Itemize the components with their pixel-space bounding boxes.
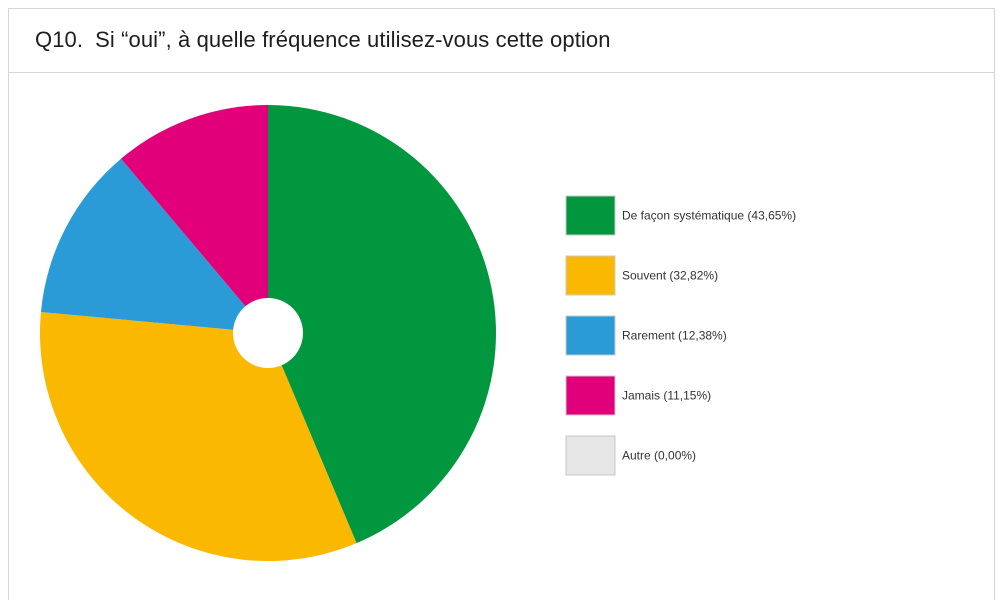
legend-label-5: Autre (0,00%) bbox=[622, 449, 696, 463]
question-header: Q10. Si “oui”, à quelle fréquence utilise… bbox=[9, 9, 994, 73]
pie-slice-3 bbox=[40, 158, 268, 333]
legend-swatch-1 bbox=[565, 195, 616, 236]
pie-slices bbox=[39, 105, 496, 561]
question-number: Q10. bbox=[35, 27, 84, 52]
pie-center-hole bbox=[233, 298, 303, 368]
question-title: Q10. Si “oui”, à quelle fréquence utilise… bbox=[35, 27, 611, 53]
legend-label-3: Rarement (12,38%) bbox=[622, 329, 727, 343]
legend-label-4: Jamais (11,15%) bbox=[622, 389, 711, 403]
legend-swatch-2 bbox=[565, 255, 616, 296]
pie-slice-1 bbox=[268, 105, 496, 544]
pie-slice-4 bbox=[121, 105, 269, 333]
question-text: Si “oui”, à quelle fréquence utilisez-vo… bbox=[95, 27, 611, 52]
legend-swatch-5 bbox=[565, 435, 616, 476]
legend-label-1: De façon systématique (43,65%) bbox=[622, 209, 796, 223]
chart-legend: De façon systématique (43,65%) Souvent (3… bbox=[565, 195, 796, 476]
pie-slice-2 bbox=[39, 311, 357, 561]
legend-label-2: Souvent (32,82%) bbox=[622, 269, 718, 283]
legend-swatch-4 bbox=[565, 375, 616, 416]
legend-swatch-3 bbox=[565, 315, 616, 356]
